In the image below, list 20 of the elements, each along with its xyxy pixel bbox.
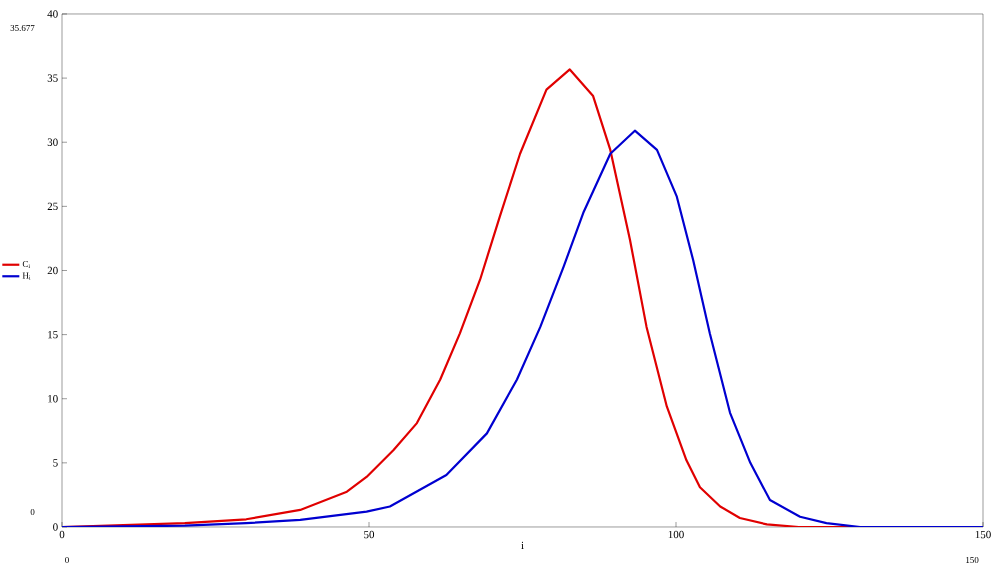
x-tick-label: 50 bbox=[364, 530, 375, 539]
text: 0 bbox=[65, 556, 69, 564]
y-tick-label: 0 bbox=[53, 523, 58, 531]
text: 35.677 bbox=[10, 24, 35, 32]
legend-label: C$_{i}$ bbox=[22, 260, 30, 268]
y-tick-label: 30 bbox=[47, 138, 58, 146]
y-tick-label: 25 bbox=[47, 202, 58, 211]
y-tick-label: 15 bbox=[48, 330, 58, 339]
text: 0 bbox=[30, 508, 35, 516]
y-tick-label: 40 bbox=[47, 10, 58, 18]
x-tick-label: 100 bbox=[668, 530, 684, 539]
text: 150 bbox=[966, 556, 979, 564]
y-tick-label: 20 bbox=[47, 266, 58, 275]
y-tick-label: 10 bbox=[48, 395, 58, 403]
x-tick-label: 0 bbox=[59, 530, 65, 539]
legend-label: H$_{i}$ bbox=[22, 272, 31, 280]
x-axis-title: i bbox=[521, 541, 524, 549]
x-tick-label: 150 bbox=[975, 530, 991, 539]
y-tick-label: 35 bbox=[47, 74, 58, 82]
y-tick-label: 5 bbox=[53, 459, 58, 467]
